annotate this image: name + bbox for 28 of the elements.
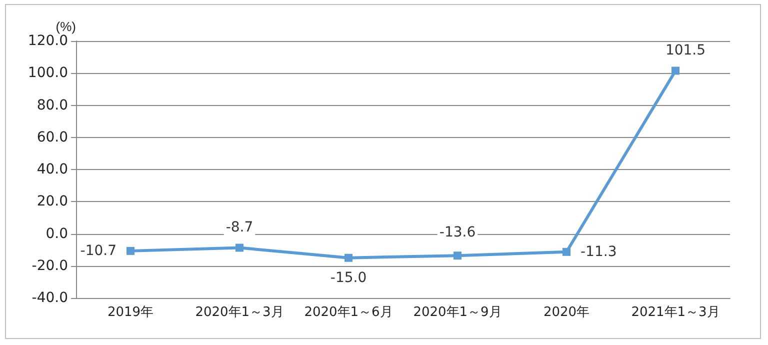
y-tick-label: 100.0	[28, 65, 68, 82]
data-label: 101.5	[665, 42, 706, 59]
data-label: -10.7	[80, 242, 116, 259]
point	[236, 244, 244, 252]
data-label: -11.3	[580, 244, 617, 260]
point	[454, 252, 462, 260]
y-tick-label: 40.0	[36, 162, 68, 178]
x-tick-label: 2020年	[543, 305, 590, 320]
y-tick-label: 80.0	[36, 97, 68, 114]
x-tick-label: 2020年1～6月	[304, 305, 393, 320]
y-tick-label: 20.0	[36, 194, 68, 210]
data-label: -8.7	[226, 220, 254, 236]
y-tick-label: 120.0	[28, 33, 68, 49]
data-label: -15.0	[330, 270, 367, 286]
x-tick-label: 2020年1～9月	[413, 305, 502, 320]
y-tick-label: -20.0	[32, 258, 68, 274]
data-label: -13.6	[439, 224, 476, 241]
x-tick-label: 2019年	[107, 305, 154, 320]
y-tick-label: 0.0	[46, 226, 68, 242]
x-tick-label: 2021年1～3月	[631, 305, 720, 320]
point	[562, 248, 570, 256]
y-tick-label: -40.0	[32, 290, 68, 306]
x-tick-label: 2020年1～3月	[195, 305, 284, 320]
point	[672, 66, 680, 75]
y-tick-label: 60.0	[36, 129, 68, 146]
y-axis-title: (%)	[56, 19, 76, 34]
point	[126, 246, 134, 255]
point	[344, 254, 352, 262]
